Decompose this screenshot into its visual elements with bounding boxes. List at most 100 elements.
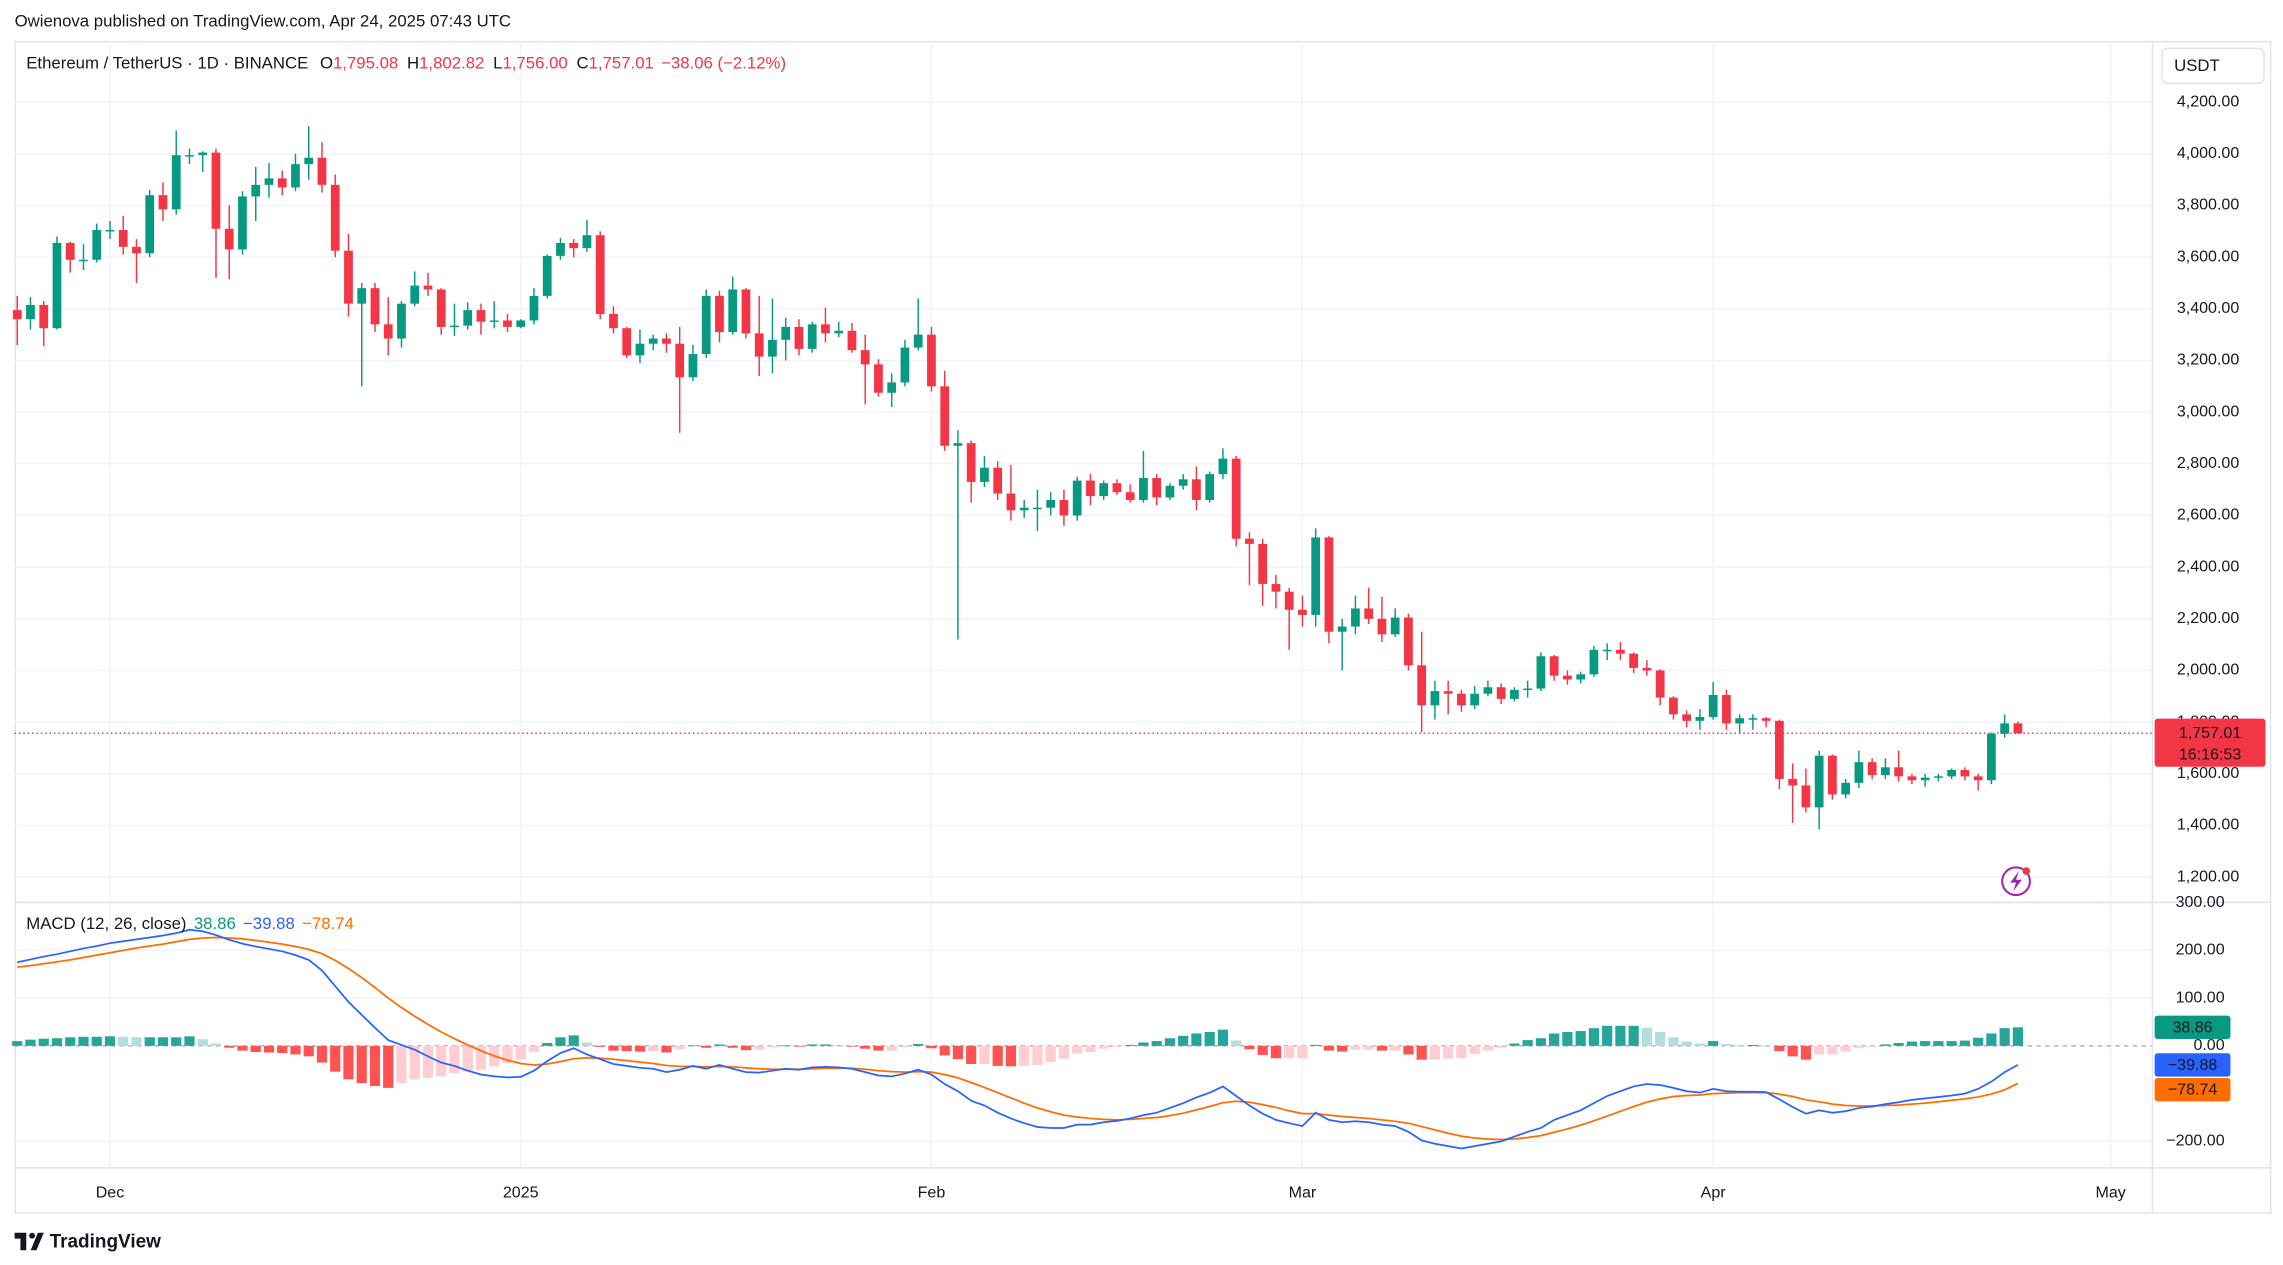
ohlc-key: L — [493, 54, 502, 73]
last-price-label: 1,757.01 — [2179, 724, 2241, 742]
y-tick-label: 3,600.00 — [2177, 247, 2239, 265]
histogram-bar — [913, 1043, 924, 1046]
candle-body — [1165, 485, 1175, 498]
candle-body — [701, 295, 711, 355]
y2-tick-label: 300.00 — [2176, 893, 2225, 911]
candle-body — [1523, 688, 1533, 691]
histogram-bar — [1416, 1045, 1427, 1060]
candle-body — [1536, 656, 1546, 689]
histogram-bar — [1668, 1037, 1679, 1046]
histogram-bar — [462, 1045, 473, 1072]
candle-body — [1192, 479, 1201, 500]
y2-tick-label: 100.00 — [2176, 988, 2225, 1006]
candle-body — [1324, 537, 1334, 632]
candle-body — [1417, 665, 1427, 706]
currency-button[interactable] — [2161, 47, 2265, 84]
histogram-bar — [1641, 1027, 1653, 1046]
candle-body — [1152, 478, 1162, 498]
ohlc-value: 1,757.01 — [589, 54, 654, 73]
candle-body — [1337, 626, 1347, 632]
histogram-bar — [542, 1042, 553, 1046]
alert-icon[interactable] — [2001, 866, 2031, 897]
histogram-bar — [1615, 1025, 1626, 1046]
histogram-bar — [754, 1045, 765, 1050]
y-tick-label: 2,000.00 — [2177, 661, 2239, 679]
candle-body — [2013, 723, 2023, 734]
candle-body — [1549, 656, 1559, 676]
histogram-bar — [1549, 1033, 1560, 1046]
candle-body — [1298, 609, 1307, 615]
histogram-bar — [966, 1045, 977, 1065]
signal-legend-value: −78.74 — [302, 914, 354, 933]
histogram-bar — [1270, 1045, 1282, 1059]
histogram-bar — [449, 1045, 460, 1074]
histogram-bar — [714, 1044, 725, 1046]
y-tick-label: 3,400.00 — [2177, 299, 2239, 317]
candle-body — [1311, 537, 1321, 615]
candle-body — [741, 289, 751, 334]
logo-dot — [29, 1232, 36, 1239]
y-tick-label: 2,800.00 — [2177, 454, 2239, 472]
histogram-bar — [528, 1045, 540, 1052]
candle-body — [874, 364, 883, 393]
y-tick-label: 1,400.00 — [2177, 816, 2239, 834]
histogram-bar — [1310, 1044, 1321, 1046]
candle-body — [1457, 693, 1466, 706]
histogram-bar — [1164, 1038, 1176, 1046]
candle-body — [1178, 479, 1188, 486]
candle-body — [622, 328, 632, 356]
y-tick-label: 3,200.00 — [2177, 351, 2239, 369]
histogram-bar — [860, 1045, 871, 1049]
candle-body — [238, 196, 247, 250]
candle-body — [463, 310, 473, 326]
candle-body — [2000, 723, 2010, 734]
candle-body — [251, 184, 261, 197]
y2-tick-label: 200.00 — [2176, 941, 2225, 959]
histogram-bar — [1231, 1040, 1242, 1046]
histogram-bar — [1323, 1045, 1335, 1051]
candle-body — [1470, 693, 1480, 706]
histogram-bar — [1880, 1044, 1891, 1046]
candle-body — [1245, 538, 1254, 544]
candle-body — [1841, 782, 1851, 795]
histogram-bar — [1244, 1045, 1255, 1050]
histogram-bar — [1363, 1045, 1374, 1050]
signal-value-label: −78.74 — [2168, 1081, 2218, 1099]
histogram-bar — [436, 1045, 447, 1077]
candle-body — [1894, 767, 1904, 777]
candle-body — [1788, 778, 1798, 786]
candle-body — [887, 382, 897, 393]
y-tick-label: 1,200.00 — [2177, 867, 2239, 885]
histogram-bar — [303, 1045, 314, 1057]
histogram-bar — [1191, 1033, 1202, 1046]
candle-body — [609, 313, 618, 329]
candle-body — [450, 325, 459, 328]
candle-body — [834, 330, 844, 334]
histogram-bar — [1284, 1045, 1295, 1059]
candle-body — [476, 310, 486, 322]
candle-body — [171, 155, 181, 210]
histogram-bar — [1390, 1045, 1401, 1051]
histogram-bar — [1443, 1045, 1454, 1059]
candle-body — [913, 334, 923, 348]
histogram-bar — [237, 1045, 248, 1051]
candle-body — [1735, 718, 1745, 724]
candle-body — [807, 324, 817, 349]
histogram-bar — [1867, 1045, 1878, 1047]
candle-body — [211, 152, 221, 229]
brand-logo[interactable]: TradingView — [14, 1231, 162, 1252]
candle-body — [1987, 733, 1996, 781]
marks — [12, 126, 2152, 1150]
candle-body — [12, 310, 22, 320]
histogram-bar — [1032, 1045, 1043, 1065]
histogram-bar — [1496, 1045, 1507, 1048]
candle-body — [1086, 480, 1095, 497]
ohlc-value: 1,795.08 — [333, 54, 398, 73]
candle-body — [1642, 667, 1652, 671]
histogram-bar — [1694, 1043, 1706, 1046]
symbol-legend: Ethereum / TetherUS · 1D · BINANCE O1,795… — [26, 54, 786, 73]
histogram-bar — [740, 1045, 752, 1051]
histogram-bar — [939, 1045, 950, 1056]
candle-body — [158, 195, 168, 210]
